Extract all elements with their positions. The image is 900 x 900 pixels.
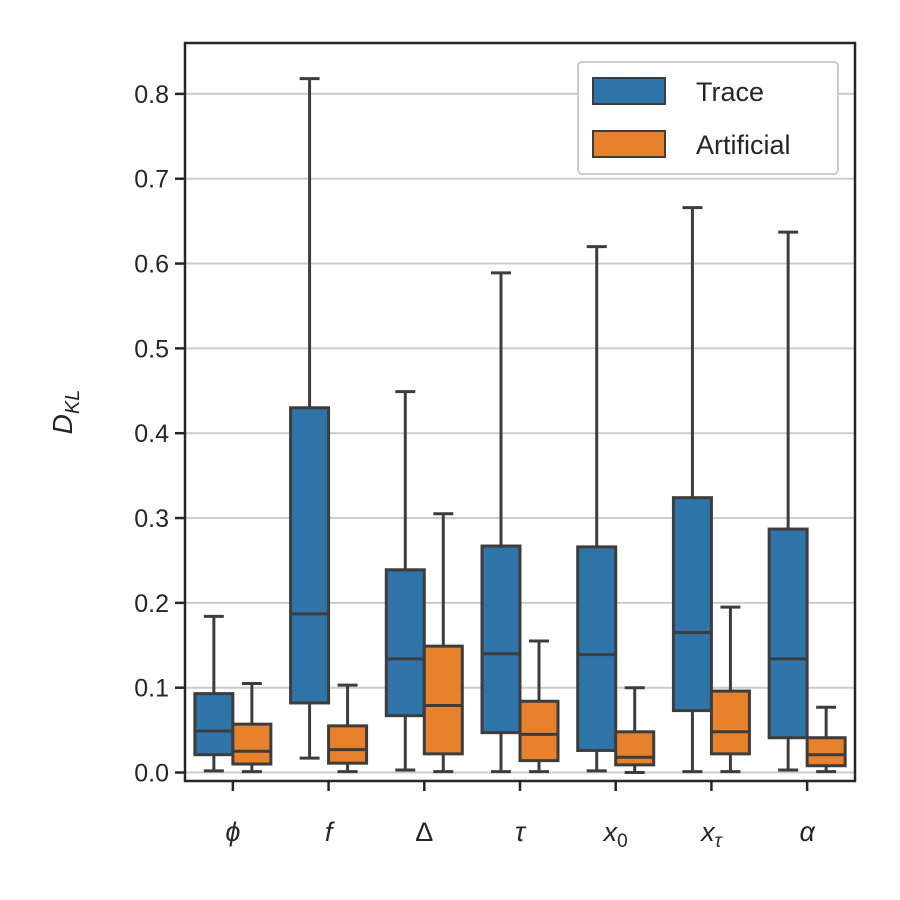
x-tick-label: f (325, 817, 335, 847)
x-tick-label: Δ (415, 817, 433, 847)
box-group-trace (480, 271, 522, 774)
x-tick-label: ϕ (225, 817, 240, 847)
y-tick-label: 0.1 (134, 675, 169, 703)
y-axis-label-main: D (47, 414, 78, 434)
box-group-trace (193, 614, 235, 773)
x-tick-label-base: Δ (415, 817, 433, 847)
legend-label-artificial: Artificial (696, 130, 791, 160)
legend-swatch-artificial (592, 130, 666, 158)
x-tick-label-base: x (699, 817, 716, 847)
iqr-box (576, 545, 618, 752)
box-group-trace (767, 230, 809, 772)
box-group-artificial (231, 681, 273, 774)
x-tick-label-sub: τ (715, 831, 724, 852)
iqr-box (384, 568, 426, 718)
iqr-box (709, 689, 751, 756)
iqr-box (767, 527, 809, 740)
y-tick-label: 0.3 (134, 505, 169, 533)
y-tick-label: 0.5 (134, 335, 169, 363)
x-tick-label-base: τ (515, 817, 527, 847)
box-group-trace (576, 245, 618, 773)
x-tick-label: τ (515, 817, 527, 847)
box-group-trace (384, 390, 426, 772)
iqr-box (422, 644, 464, 756)
x-tick-label: α (799, 817, 816, 847)
iqr-box (518, 699, 560, 763)
y-tick-label: 0.4 (134, 420, 169, 448)
iqr-box (614, 730, 656, 767)
legend-swatch-trace (592, 77, 666, 105)
y-tick-label: 0.8 (134, 81, 169, 109)
iqr-box (231, 722, 273, 766)
box-group-artificial (327, 683, 369, 774)
x-tick-label-sub: 0 (617, 831, 628, 852)
box-group-artificial (709, 605, 751, 774)
y-axis-label: DKL (47, 390, 84, 435)
y-tick-label: 0.0 (134, 760, 169, 788)
y-tick-label: 0.7 (134, 166, 169, 194)
x-tick-label-base: ϕ (225, 817, 240, 847)
iqr-box (193, 692, 235, 757)
x-tick-label: x0 (602, 817, 628, 852)
iqr-box (480, 544, 522, 735)
box-group-trace (671, 206, 713, 774)
y-axis: 0.0 0.1 0.2 0.3 0.4 0.5 0.6 0.7 0.8 (134, 81, 185, 788)
y-tick-label: 0.6 (134, 251, 169, 279)
box-group-artificial (614, 686, 656, 775)
legend: Trace Artificial (577, 61, 839, 175)
box-plot-boxes (193, 77, 847, 775)
x-tick-label-base: f (325, 817, 335, 847)
x-tick-label-base: x (602, 817, 619, 847)
box-group-artificial (805, 705, 847, 774)
iqr-box (327, 724, 369, 765)
x-tick-label-base: α (799, 817, 816, 847)
iqr-box (289, 406, 331, 705)
y-axis-label-sub: KL (62, 390, 84, 414)
box-group-artificial (518, 639, 560, 774)
iqr-box (805, 736, 847, 768)
box-group-trace (289, 77, 331, 760)
legend-label-trace: Trace (696, 77, 764, 107)
y-tick-label: 0.2 (134, 590, 169, 618)
iqr-box (671, 496, 713, 713)
box-group-artificial (422, 512, 464, 774)
x-tick-label: xτ (699, 817, 724, 852)
